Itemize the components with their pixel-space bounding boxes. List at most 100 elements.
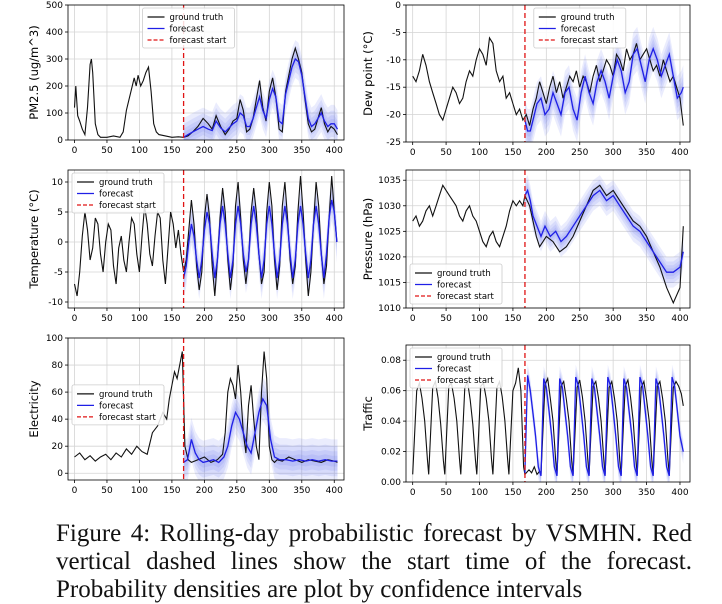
y-tick-label: 20	[52, 442, 64, 452]
ground-truth-line	[73, 46, 338, 138]
panel-dewpoint: 0 50 100 150 200 250 300 350 400 -25 -20 -15 -10 -5 0 D…	[361, 1, 691, 158]
legend-box	[142, 7, 235, 49]
ground-truth-line	[74, 351, 338, 464]
forecast-line	[524, 375, 684, 477]
x-tick-label: 300	[261, 146, 278, 156]
legend-box	[409, 263, 503, 305]
x-tick-label: 150	[163, 146, 180, 156]
x-tick-label: 400	[671, 314, 688, 324]
x-tick-label: 400	[671, 148, 688, 158]
x-tick-label: 100	[131, 146, 148, 156]
plot-area	[412, 175, 684, 305]
y-tick-label: 80	[52, 361, 64, 371]
x-tick-label: 250	[228, 146, 245, 156]
x-tick-label: 0	[410, 148, 416, 158]
y-tick-label: 0.06	[381, 387, 401, 397]
y-tick-label: 0.04	[381, 417, 401, 427]
legend-ground-truth-label: ground truth	[99, 390, 153, 400]
confidence-band	[524, 33, 684, 142]
legend-forecast-start-label: forecast start	[99, 413, 157, 423]
y-tick-label: 1015	[378, 278, 401, 288]
x-tick-label: 0	[72, 314, 78, 324]
y-tick-label: 1010	[378, 304, 401, 314]
plot-area	[73, 40, 339, 140]
forecast-line	[182, 199, 338, 279]
x-tick-label: 400	[326, 486, 343, 496]
x-tick-label: 250	[571, 314, 588, 324]
axes-frame	[405, 169, 691, 309]
y-tick-label: -15	[386, 83, 401, 93]
axes-frame	[67, 169, 345, 309]
y-tick-label: 0	[57, 136, 63, 146]
x-tick-label: 350	[293, 146, 310, 156]
forecast-figure: 0 50 100 150 200 250 300 350 4000100200300400500…	[27, 1, 691, 498]
x-tick-label: 200	[538, 488, 555, 498]
x-tick-label: 250	[228, 314, 245, 324]
x-tick-label: 350	[638, 314, 655, 324]
plot-area	[74, 351, 338, 480]
confidence-band	[524, 26, 684, 142]
y-axis-label: PM2.5 (ug/m^3)	[27, 25, 41, 119]
forecast-line	[183, 57, 339, 138]
x-tick-label: 100	[471, 314, 488, 324]
panel-electricity: 0 50 100 150 200 250 300 350 400 0 20 40 60 80 100 Elec…	[27, 334, 345, 496]
x-tick-label: 50	[440, 314, 452, 324]
confidence-band	[183, 50, 338, 140]
x-tick-label: 50	[440, 488, 452, 498]
y-tick-label: 0.00	[381, 478, 401, 488]
legend-forecast-label: forecast	[437, 281, 472, 291]
forecast-line	[524, 188, 684, 273]
x-tick-label: 0	[72, 146, 78, 156]
y-tick-label: 500	[46, 1, 63, 11]
y-axis-label: Electricity	[27, 380, 41, 437]
y-tick-label: 400	[46, 28, 63, 38]
y-axis-label: Temperature (°C)	[27, 189, 41, 289]
ground-truth-line	[412, 184, 684, 305]
legend-ground-truth-label: ground truth	[99, 178, 153, 188]
legend-forecast-start-label: forecast start	[561, 36, 619, 46]
y-tick-label: -20	[386, 111, 401, 121]
axes-frame	[67, 337, 345, 481]
y-tick-label: 1035	[378, 176, 401, 186]
y-axis-label: Pressure (hPa)	[361, 198, 375, 281]
y-tick-label: -5	[54, 268, 63, 278]
plot-area	[412, 26, 684, 142]
legend-forecast-label: forecast	[170, 25, 205, 35]
x-tick-label: 50	[101, 314, 113, 324]
legend-forecast-label: forecast	[99, 190, 134, 200]
legend-forecast-start-label: forecast start	[170, 36, 228, 46]
figure-caption: Figure 4: Rolling-day probabilistic fore…	[56, 520, 692, 603]
x-tick-label: 300	[261, 486, 278, 496]
x-tick-label: 350	[638, 488, 655, 498]
plot-area	[73, 175, 338, 299]
legend-box	[71, 172, 165, 214]
y-tick-label: -10	[48, 298, 63, 308]
x-tick-label: 200	[196, 486, 213, 496]
forecast-line	[183, 397, 338, 464]
x-tick-label: 300	[605, 148, 622, 158]
x-tick-label: 100	[131, 314, 148, 324]
axes-frame	[67, 4, 345, 141]
x-tick-label: 50	[440, 148, 452, 158]
panel-pm25: 0 50 100 150 200 250 300 350 400 0 100 200 300 400 500…	[27, 1, 345, 156]
x-tick-label: 400	[326, 146, 343, 156]
y-tick-label: 1025	[378, 227, 401, 237]
confidence-band	[183, 54, 338, 140]
x-tick-label: 300	[605, 488, 622, 498]
x-tick-label: 100	[471, 148, 488, 158]
x-tick-label: 250	[228, 486, 245, 496]
legend-box	[71, 384, 165, 426]
y-tick-label: 0	[395, 1, 401, 11]
legend-box	[409, 347, 503, 389]
x-tick-label: 300	[605, 314, 622, 324]
y-axis-label: Dew point (°C)	[361, 31, 375, 116]
y-tick-label: 100	[46, 334, 63, 344]
legend-box	[533, 7, 627, 49]
forecast-line	[524, 46, 684, 132]
panel-pressure: 0 50 100 150 200 250 300 350 400 1010 1015 1020 1025…	[361, 169, 691, 324]
y-tick-label: 10	[52, 178, 64, 188]
legend-ground-truth-label: ground truth	[437, 353, 491, 363]
